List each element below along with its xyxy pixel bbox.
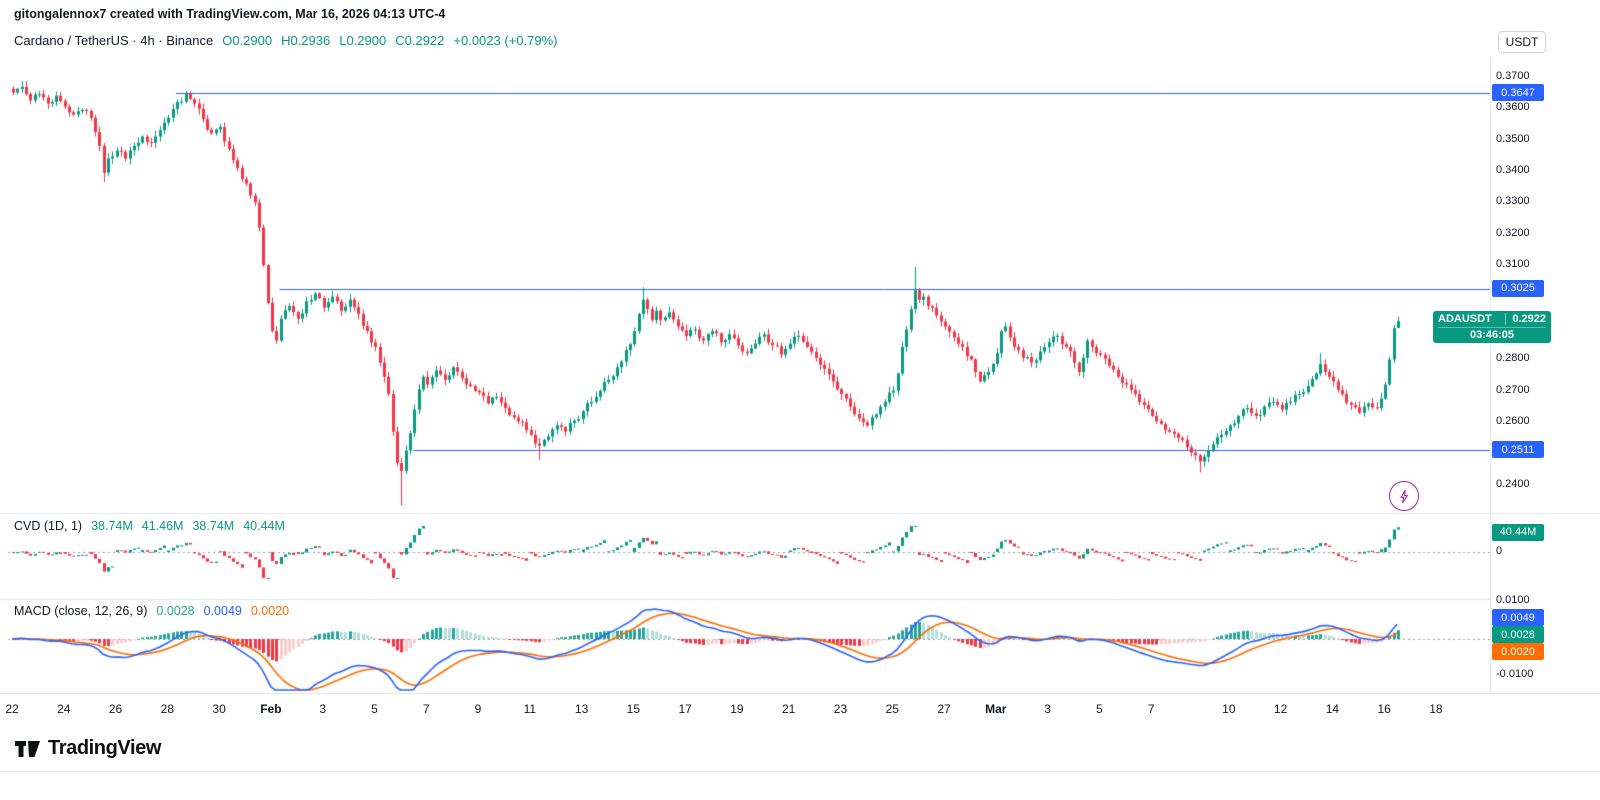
cvd-value-badge: 40.44M [1492, 523, 1544, 541]
price-axis-label: 0.2400 [1496, 478, 1530, 491]
macd-signal-badge: 0.0020 [1492, 643, 1544, 660]
tradingview-logo-text[interactable]: TradingView [48, 737, 162, 759]
x-axis-label: 13 [574, 702, 589, 716]
x-axis-label: 14 [1325, 702, 1340, 716]
x-axis-label: 5 [1096, 702, 1103, 716]
macd-hist-value: 0.0028 [156, 604, 195, 618]
macd-signal-value: 0.0020 [250, 604, 290, 618]
cvd-open-value: 38.74M [91, 519, 133, 533]
price-axis-label: 0.3400 [1496, 164, 1530, 177]
price-axis-label: 0.3200 [1496, 226, 1530, 239]
x-axis-label: 10 [1222, 702, 1236, 716]
price-axis-label: 0.2600 [1496, 415, 1530, 428]
cvd-title[interactable]: CVD (1D, 1) [14, 519, 83, 533]
cvd-legend: CVD (1D, 1) 38.74M 41.46M 38.74M 40.44M [14, 519, 285, 533]
level-price-badge: 0.3025 [1492, 279, 1544, 297]
macd-line-badge: 0.0049 [1492, 609, 1544, 626]
last-price-badge: ADAUSDT 0.2922 03:46:05 [1433, 311, 1551, 344]
candle-countdown: 03:46:05 [1438, 327, 1546, 341]
x-axis-label: 19 [730, 702, 744, 716]
macd-legend: MACD (close, 12, 26, 9) 0.0028 0.0049 0.… [14, 604, 289, 618]
x-axis-label: 17 [678, 702, 692, 716]
currency-toggle[interactable]: USDT [1498, 31, 1546, 53]
x-axis-label: 7 [1147, 702, 1155, 716]
price-axis-label: 0.2700 [1496, 383, 1530, 396]
x-axis-label: 24 [57, 702, 71, 716]
level-price-badge: 0.3647 [1492, 84, 1544, 102]
ohlc-low: L0.2900 [339, 33, 387, 48]
macd-hist-badge: 0.0028 [1492, 626, 1544, 643]
cvd-high-value: 41.46M [141, 519, 184, 533]
x-axis-label: 7 [422, 702, 430, 716]
x-axis-label: 3 [319, 702, 327, 716]
ohlc-high: H0.2936 [281, 33, 331, 48]
price-axis-label: 0.3500 [1496, 132, 1530, 145]
x-axis-label: 9 [474, 702, 482, 716]
attribution-text: gitongalennox7 created with TradingView.… [14, 7, 446, 21]
x-axis-label: Feb [260, 702, 282, 716]
last-price-symbol: ADAUSDT [1438, 313, 1492, 326]
x-axis-label: 5 [371, 702, 378, 716]
x-axis-label: 3 [1044, 702, 1051, 716]
level-price-badge: 0.2511 [1492, 441, 1544, 459]
price-axis-label: 0.3300 [1496, 195, 1530, 208]
price-axis-label: 0.3600 [1496, 101, 1530, 114]
x-axis-label: 23 [833, 702, 848, 716]
price-axis-label: 0.2800 [1496, 352, 1530, 365]
ohlc-change: +0.0023 (+0.79%) [453, 33, 558, 48]
x-axis-label: 25 [885, 702, 899, 716]
macd-line-value: 0.0049 [203, 604, 242, 618]
x-axis-label: 30 [212, 702, 226, 716]
cvd-axis-zero-label: 0 [1496, 545, 1503, 557]
x-axis-label: 12 [1273, 702, 1288, 716]
tradingview-logo-icon[interactable] [14, 739, 41, 759]
x-axis-label: 18 [1429, 702, 1443, 716]
price-axis-label: 0.3100 [1496, 258, 1530, 271]
macd-title[interactable]: MACD (close, 12, 26, 9) [14, 604, 148, 618]
x-axis-label: 16 [1377, 702, 1391, 716]
cvd-low-value: 38.74M [192, 519, 235, 533]
cvd-close-value: 40.44M [243, 519, 285, 533]
ohlc-open: O0.2900 [222, 33, 273, 48]
ohlc-close: C0.2922 [395, 33, 445, 48]
last-price-value: 0.2922 [1505, 313, 1546, 326]
x-axis-label: 22 [5, 702, 19, 716]
x-axis-label: Mar [985, 702, 1007, 716]
x-axis-label: 21 [782, 702, 796, 716]
symbol-title[interactable]: Cardano / TetherUS · 4h · Binance [14, 33, 214, 48]
x-axis-label: 11 [523, 702, 537, 716]
footer-brand: TradingView [14, 737, 161, 760]
macd-axis-bottom-label: -0.0100 [1496, 668, 1534, 680]
lightning-icon [1397, 489, 1412, 504]
lightning-button[interactable] [1389, 481, 1419, 511]
price-axis-label: 0.3700 [1496, 69, 1530, 82]
x-axis-label: 26 [108, 702, 123, 716]
x-axis-label: 15 [626, 702, 641, 716]
macd-axis-top-label: 0.0100 [1496, 594, 1530, 606]
x-axis-label: 27 [937, 702, 951, 716]
x-axis-label: 28 [160, 702, 174, 716]
symbol-legend: Cardano / TetherUS · 4h · Binance O0.290… [14, 33, 557, 48]
